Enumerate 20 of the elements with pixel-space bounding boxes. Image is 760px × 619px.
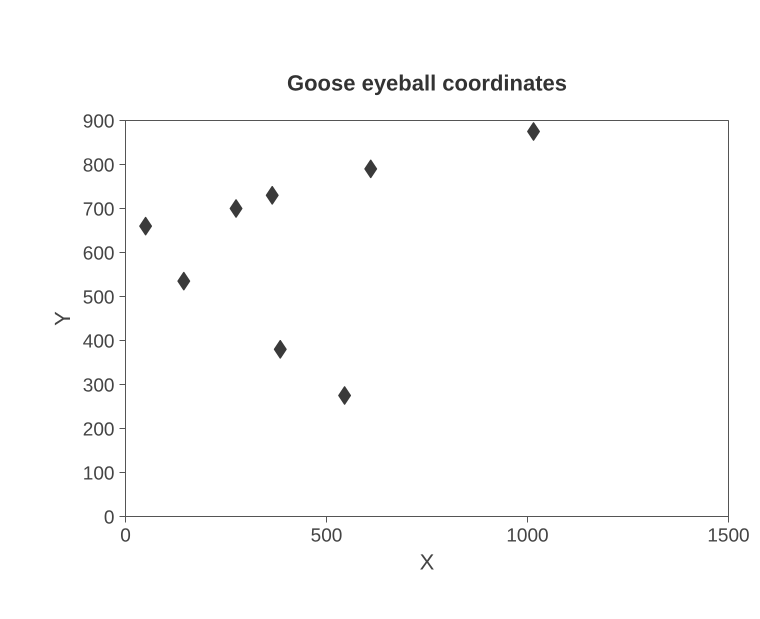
- x-tick-label: 0: [120, 526, 131, 546]
- y-tick-label: 0: [104, 508, 115, 528]
- x-tick-label: 1500: [707, 526, 750, 546]
- x-tick-label: 1000: [506, 526, 549, 546]
- point: [338, 386, 352, 405]
- y-tick-label: 900: [82, 112, 114, 132]
- y-tick-label: 500: [82, 288, 114, 308]
- y-tick-label: 300: [82, 376, 114, 396]
- point: [230, 199, 243, 218]
- x-axis-title: X: [420, 550, 435, 574]
- y-tick-label: 800: [82, 156, 114, 176]
- y-axis-title: Y: [50, 310, 75, 326]
- y-tick-label: 200: [82, 420, 114, 440]
- y-tick-label: 400: [82, 332, 114, 352]
- chart-title: Goose eyeball coordinates: [287, 70, 567, 96]
- y-tick-label: 100: [82, 464, 114, 484]
- x-tick-label: 500: [310, 526, 342, 546]
- y-tick-label: 700: [82, 200, 114, 220]
- y-tick-label: 600: [82, 244, 114, 264]
- point: [527, 122, 540, 141]
